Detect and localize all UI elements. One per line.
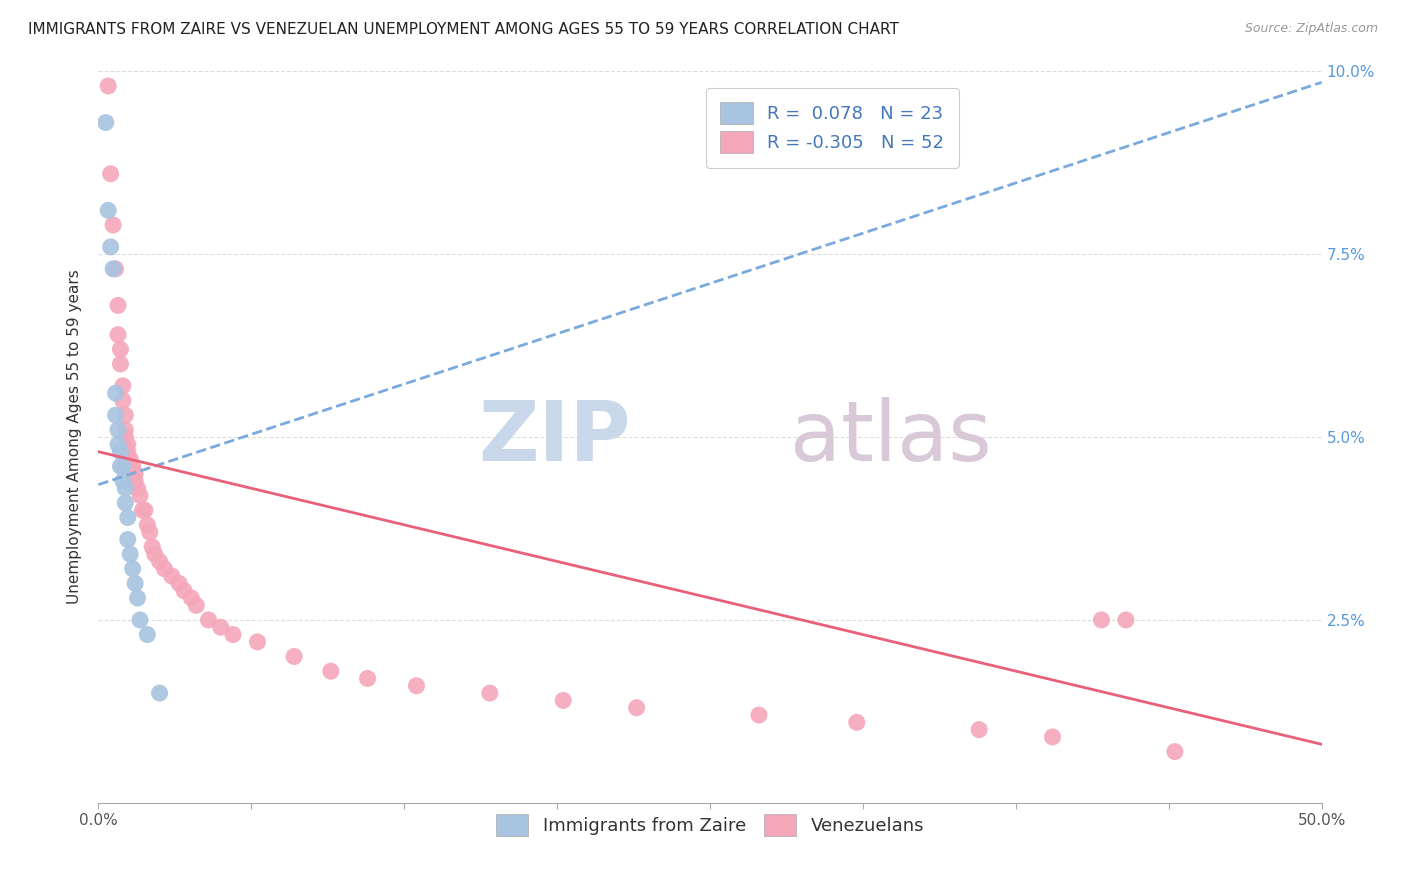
- Point: [104, 408, 127, 422]
- Point: [141, 540, 163, 554]
- Text: IMMIGRANTS FROM ZAIRE VS VENEZUELAN UNEMPLOYMENT AMONG AGES 55 TO 59 YEARS CORRE: IMMIGRANTS FROM ZAIRE VS VENEZUELAN UNEM…: [28, 22, 898, 37]
- Text: Source: ZipAtlas.com: Source: ZipAtlas.com: [1244, 22, 1378, 36]
- Point: [114, 408, 136, 422]
- Point: [100, 167, 122, 181]
- Legend: Immigrants from Zaire, Venezuelans: Immigrants from Zaire, Venezuelans: [486, 805, 934, 845]
- Point: [127, 481, 149, 495]
- Point: [104, 261, 127, 276]
- Point: [626, 700, 648, 714]
- Point: [356, 672, 378, 686]
- Point: [129, 489, 152, 503]
- Point: [117, 437, 139, 451]
- Point: [222, 627, 245, 641]
- Point: [124, 576, 146, 591]
- Point: [149, 686, 172, 700]
- Point: [120, 452, 142, 467]
- Point: [186, 599, 208, 613]
- Point: [110, 357, 132, 371]
- Point: [173, 583, 195, 598]
- Point: [117, 444, 139, 458]
- Point: [553, 693, 575, 707]
- Point: [107, 423, 129, 437]
- Point: [1042, 730, 1064, 744]
- Point: [111, 379, 134, 393]
- Text: atlas: atlas: [790, 397, 991, 477]
- Point: [180, 591, 202, 605]
- Point: [160, 569, 183, 583]
- Point: [110, 444, 132, 458]
- Point: [100, 240, 122, 254]
- Text: ZIP: ZIP: [478, 397, 630, 477]
- Point: [246, 635, 269, 649]
- Point: [197, 613, 219, 627]
- Point: [143, 547, 166, 561]
- Point: [149, 554, 172, 568]
- Point: [1090, 613, 1112, 627]
- Point: [111, 393, 134, 408]
- Point: [114, 430, 136, 444]
- Point: [97, 203, 120, 218]
- Point: [121, 562, 143, 576]
- Point: [1115, 613, 1137, 627]
- Point: [111, 459, 134, 474]
- Point: [114, 481, 136, 495]
- Point: [114, 496, 136, 510]
- Point: [101, 218, 124, 232]
- Point: [107, 327, 129, 342]
- Point: [209, 620, 232, 634]
- Point: [139, 525, 162, 540]
- Point: [124, 474, 146, 488]
- Point: [104, 386, 127, 401]
- Point: [136, 627, 159, 641]
- Point: [1164, 745, 1187, 759]
- Point: [107, 437, 129, 451]
- Point: [405, 679, 427, 693]
- Point: [845, 715, 868, 730]
- Point: [117, 510, 139, 524]
- Point: [134, 503, 156, 517]
- Point: [101, 261, 124, 276]
- Point: [478, 686, 501, 700]
- Point: [127, 591, 149, 605]
- Point: [114, 423, 136, 437]
- Point: [129, 613, 152, 627]
- Point: [117, 533, 139, 547]
- Point: [110, 343, 132, 357]
- Point: [120, 547, 142, 561]
- Point: [97, 78, 120, 93]
- Point: [124, 467, 146, 481]
- Point: [283, 649, 305, 664]
- Point: [121, 459, 143, 474]
- Point: [107, 298, 129, 312]
- Point: [136, 517, 159, 532]
- Point: [319, 664, 342, 678]
- Point: [110, 459, 132, 474]
- Point: [748, 708, 770, 723]
- Point: [111, 474, 134, 488]
- Y-axis label: Unemployment Among Ages 55 to 59 years: Unemployment Among Ages 55 to 59 years: [67, 269, 83, 605]
- Point: [167, 576, 190, 591]
- Point: [153, 562, 176, 576]
- Point: [94, 115, 117, 129]
- Point: [131, 503, 153, 517]
- Point: [967, 723, 990, 737]
